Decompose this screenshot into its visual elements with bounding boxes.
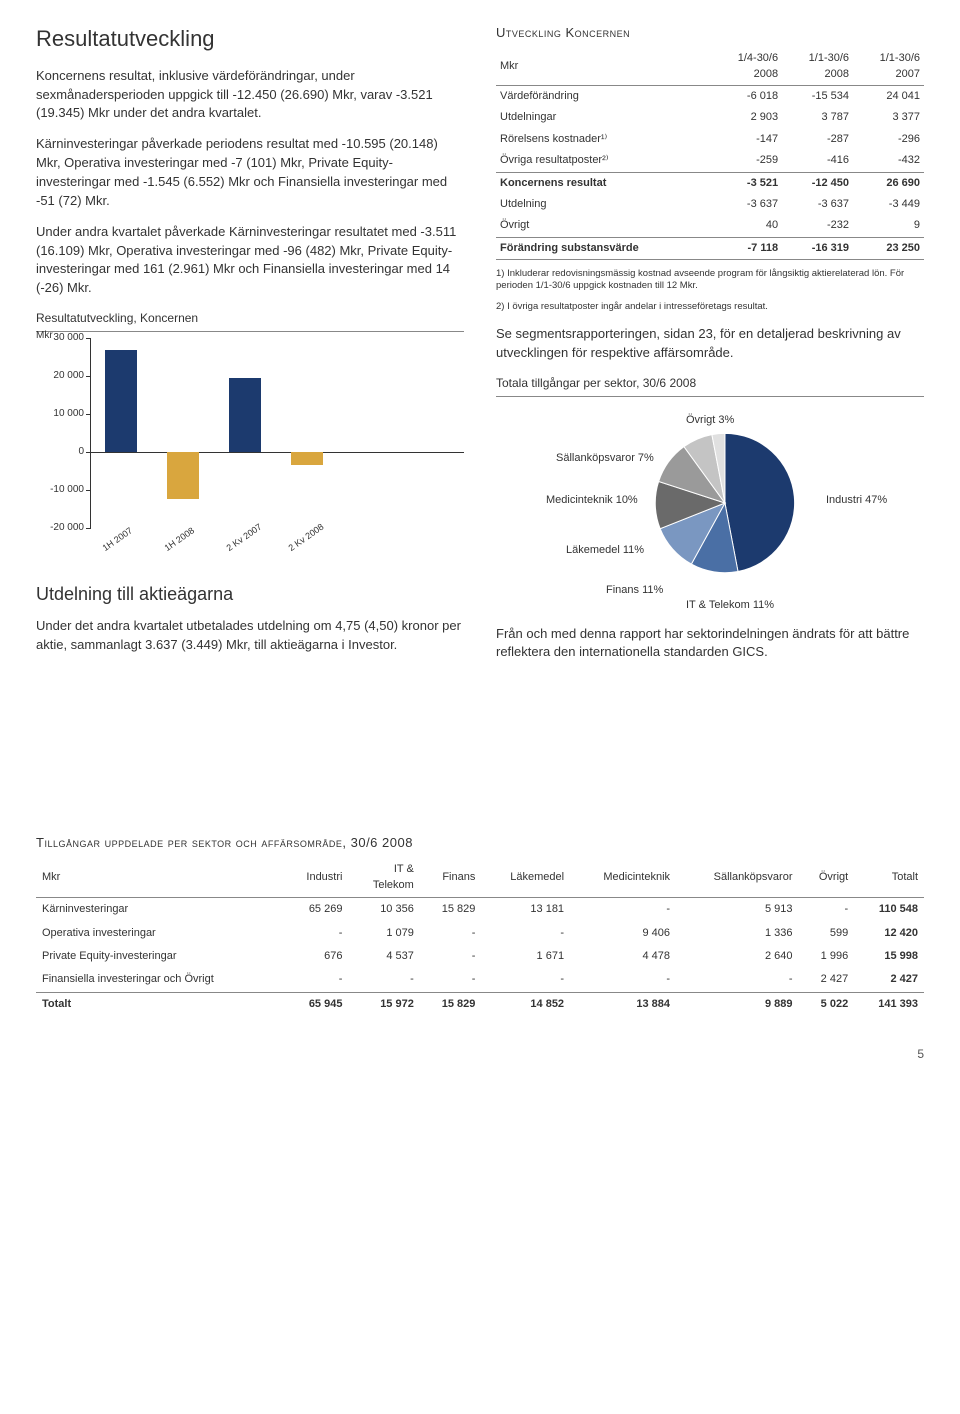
bar	[167, 452, 199, 499]
y-tick-label: 30 000	[53, 331, 84, 345]
y-unit-label: Mkr	[36, 329, 53, 343]
utveckling-table: Mkr1/4-30/620081/1-30/620081/1-30/62007 …	[496, 48, 924, 260]
pie-slice	[725, 433, 795, 571]
bar-chart-title: Resultatutveckling, Koncernen	[36, 310, 464, 332]
pie-label: Sällanköpsvaror 7%	[556, 451, 654, 466]
bottom-table-header: MkrIndustriIT &TelekomFinansLäkemedelMed…	[36, 858, 924, 897]
right-table-title: Utveckling Koncernen	[496, 24, 924, 42]
table-row: Förändring substansvärde-7 118-16 31923 …	[496, 237, 924, 259]
bar-chart-y-axis: Mkr-20 000-10 000010 00020 00030 000	[36, 338, 90, 528]
bottom-table-title: Tillgångar uppdelade per sektor och affä…	[36, 834, 924, 852]
y-tick-label: -20 000	[50, 521, 84, 535]
left-p1: Koncernens resultat, inklusive värdeförä…	[36, 67, 464, 124]
left-p2: Kärninvesteringar påverkade periodens re…	[36, 135, 464, 210]
bottom-col-6: Sällanköpsvaror	[676, 858, 798, 897]
y-tick-line	[86, 528, 91, 529]
table-row: Rörelsens kostnader¹⁾-147-287-296	[496, 129, 924, 150]
utveckling-col-1: 1/4-30/62008	[711, 48, 782, 85]
right-column: Utveckling Koncernen Mkr1/4-30/620081/1-…	[496, 24, 924, 674]
utveckling-col-2: 1/1-30/62008	[782, 48, 853, 85]
total-row: Totalt65 94515 97215 82914 85213 8849 88…	[36, 992, 924, 1016]
table-row: Övriga resultatposter²⁾-259-416-432	[496, 150, 924, 172]
y-tick-line	[86, 338, 91, 339]
y-tick-label: 10 000	[53, 407, 84, 421]
bar-chart-x-labels: 1H 20071H 20082 Kv 20072 Kv 2008	[90, 532, 464, 558]
top-columns: Resultatutveckling Koncernens resultat, …	[36, 24, 924, 674]
utveckling-col-3: 1/1-30/62007	[853, 48, 924, 85]
table-row: Kärninvesteringar65 26910 35615 82913 18…	[36, 898, 924, 922]
y-tick-line	[86, 452, 91, 453]
table-row: Koncernens resultat-3 521-12 45026 690	[496, 172, 924, 194]
bottom-col-7: Övrigt	[798, 858, 854, 897]
bar	[229, 378, 261, 452]
pie-label: Medicinteknik 10%	[546, 493, 638, 508]
pie-label: Industri 47%	[826, 493, 887, 508]
y-tick-label: -10 000	[50, 483, 84, 497]
bottom-col-8: Totalt	[854, 858, 924, 897]
x-label: 1H 2008	[162, 524, 197, 554]
bottom-col-1: Industri	[284, 858, 349, 897]
left-title: Resultatutveckling	[36, 24, 464, 55]
bottom-section: Tillgångar uppdelade per sektor och affä…	[36, 834, 924, 1016]
bar-chart-zero-line	[91, 452, 464, 453]
bottom-col-3: Finans	[420, 858, 482, 897]
utveckling-body: Värdeförändring-6 018-15 53424 041Utdeln…	[496, 85, 924, 259]
bar-chart: Mkr-20 000-10 000010 00020 00030 000 1H …	[36, 338, 464, 558]
left-subtitle: Utdelning till aktieägarna	[36, 582, 464, 607]
table-row: Värdeförändring-6 018-15 53424 041	[496, 85, 924, 107]
table-row: Utdelningar2 9033 7873 377	[496, 107, 924, 128]
bottom-table-body: Kärninvesteringar65 26910 35615 82913 18…	[36, 898, 924, 1016]
table-row: Övrigt40-2329	[496, 215, 924, 237]
pie-label: Finans 11%	[606, 583, 663, 598]
right-p1: Se segmentsrapporteringen, sidan 23, för…	[496, 325, 924, 363]
right-p2: Från och med denna rapport har sektorind…	[496, 625, 924, 663]
y-tick-line	[86, 490, 91, 491]
y-tick-label: 0	[78, 445, 84, 459]
bottom-col-2: IT &Telekom	[348, 858, 419, 897]
bar	[105, 350, 137, 451]
utveckling-col-0: Mkr	[496, 48, 711, 85]
table-row: Private Equity-investeringar6764 537-1 6…	[36, 945, 924, 968]
bar-chart-plot	[90, 338, 464, 528]
footnote-2: 2) I övriga resultatposter ingår andelar…	[496, 301, 924, 313]
left-p3: Under andra kvartalet påverkade Kärninve…	[36, 223, 464, 298]
left-sub-p: Under det andra kvartalet utbetalades ut…	[36, 617, 464, 655]
table-row: Utdelning-3 637-3 637-3 449	[496, 194, 924, 215]
footnote-1: 1) Inkluderar redovisningsmässig kostnad…	[496, 268, 924, 293]
pie-label: Läkemedel 11%	[566, 543, 644, 558]
bottom-col-4: Läkemedel	[481, 858, 570, 897]
y-tick-line	[86, 376, 91, 377]
bottom-col-5: Medicinteknik	[570, 858, 676, 897]
y-tick-label: 20 000	[53, 369, 84, 383]
table-row: Finansiella investeringar och Övrigt----…	[36, 968, 924, 992]
page-number: 5	[36, 1046, 924, 1063]
pie-label: IT & Telekom 11%	[686, 598, 774, 613]
bottom-col-0: Mkr	[36, 858, 284, 897]
bar	[291, 452, 323, 465]
table-row: Operativa investeringar-1 079--9 4061 33…	[36, 922, 924, 945]
bottom-table: MkrIndustriIT &TelekomFinansLäkemedelMed…	[36, 858, 924, 1016]
x-label: 1H 2007	[100, 524, 135, 554]
pie-chart-title: Totala tillgångar per sektor, 30/6 2008	[496, 375, 924, 397]
y-tick-line	[86, 414, 91, 415]
pie-chart: Industri 47% IT & Telekom 11% Finans 11% Lä…	[496, 403, 924, 613]
left-column: Resultatutveckling Koncernens resultat, …	[36, 24, 464, 674]
utveckling-header-row: Mkr1/4-30/620081/1-30/620081/1-30/62007	[496, 48, 924, 85]
pie-label: Övrigt 3%	[686, 413, 734, 428]
